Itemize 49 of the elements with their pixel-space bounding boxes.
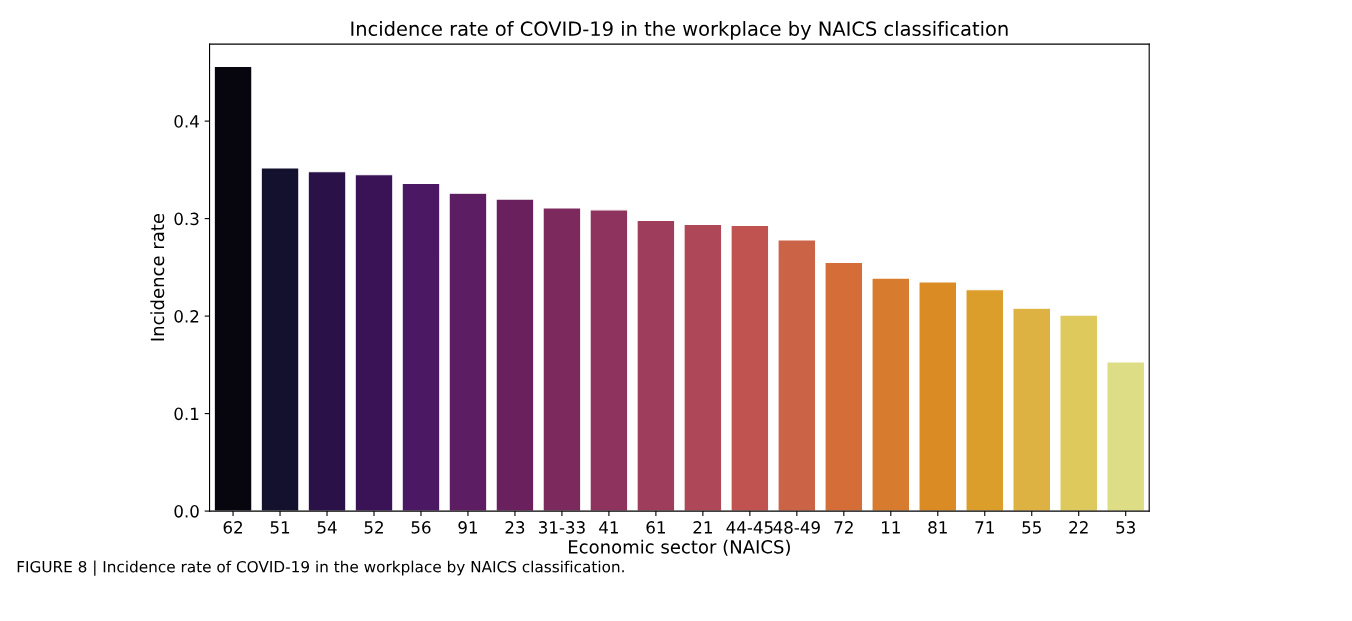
x-tick-label: 48-49: [773, 521, 820, 534]
x-tick-label: 62: [223, 521, 242, 534]
x-tick-label: 72: [834, 521, 853, 534]
bar: [307, 171, 347, 512]
y-tick-label: 0.2: [174, 310, 199, 323]
chart-title: Incidence rate of COVID-19 in the workplace by NAICS classification: [351, 20, 1008, 40]
x-tick-label: 21: [693, 521, 712, 534]
y-tick-label: 0.4: [174, 115, 199, 128]
bar: [542, 207, 582, 512]
bar: [965, 289, 1005, 512]
x-tick-label: 61: [646, 521, 665, 534]
bar: [260, 167, 300, 512]
x-tick-label: 71: [975, 521, 994, 534]
bar: [636, 219, 676, 512]
bar: [589, 209, 629, 512]
y-axis-title: Incidence rate: [150, 213, 165, 341]
x-tick-label: 55: [1022, 521, 1041, 534]
x-tick-label: 41: [599, 521, 618, 534]
x-tick-label: 53: [1116, 521, 1135, 534]
x-tick-label: 44-45: [726, 521, 773, 534]
bar: [401, 182, 441, 512]
caption: FIGURE 8 | Incidence rate of COVID-19 in the workplace by NAICS classification.: [17, 560, 624, 576]
x-tick-label: 31-33: [538, 521, 585, 534]
bar: [213, 65, 253, 512]
y-tick-label: 0.0: [174, 505, 199, 518]
bar: [1106, 361, 1146, 512]
y-tick-label: 0.1: [174, 407, 199, 421]
bar: [871, 277, 911, 512]
bar: [918, 281, 958, 512]
bar: [730, 224, 770, 512]
y-tick-label: 0.3: [174, 212, 199, 226]
x-tick-label: 81: [928, 521, 947, 534]
x-tick-label: 23: [505, 521, 525, 534]
x-tick-label: 54: [317, 521, 337, 534]
bar: [448, 192, 488, 512]
bar: [683, 223, 723, 512]
bar: [777, 239, 817, 512]
bar: [1012, 307, 1052, 512]
x-axis-title: Economic sector (NAICS): [569, 539, 790, 556]
x-tick-label: 91: [458, 521, 478, 534]
bar: [1059, 314, 1099, 512]
bar: [824, 261, 864, 512]
x-tick-label: 52: [364, 521, 383, 534]
x-tick-label: 11: [882, 521, 900, 534]
bar: [495, 198, 535, 512]
x-tick-label: 56: [411, 521, 431, 534]
bar: [354, 174, 394, 512]
x-tick-label: 51: [270, 521, 290, 534]
x-tick-label: 22: [1069, 521, 1088, 534]
